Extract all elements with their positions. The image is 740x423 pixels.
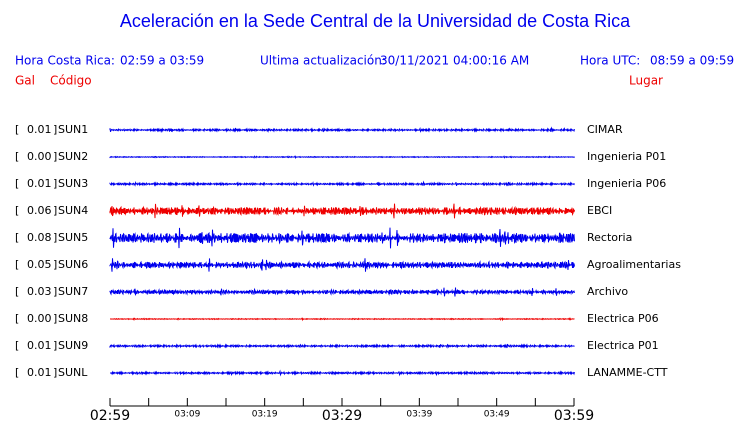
time-label: 03:59: [554, 408, 594, 423]
station-place: LANAMME-CTT: [587, 366, 668, 379]
bracket-open: [: [15, 366, 19, 379]
gal-value: 0.08: [27, 231, 52, 244]
station-place: CIMAR: [587, 123, 623, 136]
bracket-close: ]: [53, 258, 57, 271]
update-label: Ultima actualización:: [260, 54, 386, 68]
gal-value: 0.01: [27, 123, 52, 136]
bracket-open: [: [15, 312, 19, 325]
time-label: 03:19: [252, 410, 278, 420]
trace: [109, 343, 575, 349]
gal-value: 0.00: [27, 150, 52, 163]
station-code: SUN2: [58, 150, 88, 163]
time-label: 03:29: [322, 408, 362, 423]
trace: [109, 126, 575, 133]
station-code: SUN8: [58, 312, 88, 325]
gal-value: 0.06: [27, 204, 52, 217]
bracket-close: ]: [53, 177, 57, 190]
station-code: SUN9: [58, 339, 88, 352]
utc-label: Hora UTC:: [580, 54, 640, 68]
station-place: Electrica P01: [587, 339, 659, 352]
station-code: SUN7: [58, 285, 88, 298]
gal-value: 0.01: [27, 366, 52, 379]
time-label: 03:09: [174, 410, 200, 420]
trace: [109, 227, 575, 249]
bracket-open: [: [15, 123, 19, 136]
title: Aceleración en la Sede Central de la Uni…: [120, 11, 631, 31]
station-place: Archivo: [587, 285, 628, 298]
utc-range: 08:59 a 09:59: [650, 54, 734, 68]
station-place: Electrica P06: [587, 312, 659, 325]
place-heading: Lugar: [629, 74, 663, 88]
time-label: 03:39: [406, 410, 432, 420]
local-range: 02:59 a 03:59: [120, 54, 204, 68]
bracket-close: ]: [53, 204, 57, 217]
bracket-open: [: [15, 339, 19, 352]
station-code: SUN1: [58, 123, 88, 136]
station-code: SUN6: [58, 258, 88, 271]
code-heading: Código: [50, 74, 92, 88]
station-code: SUN4: [58, 204, 88, 217]
bracket-close: ]: [53, 366, 57, 379]
gal-value: 0.00: [27, 312, 52, 325]
station-code: SUN3: [58, 177, 88, 190]
time-label: 03:49: [484, 410, 510, 420]
trace: [109, 203, 575, 219]
gal-heading: Gal: [15, 74, 35, 88]
gal-value: 0.05: [27, 258, 52, 271]
gal-value: 0.03: [27, 285, 52, 298]
local-label: Hora Costa Rica:: [15, 54, 115, 68]
bracket-open: [: [15, 258, 19, 271]
bracket-close: ]: [53, 285, 57, 298]
trace: [109, 287, 575, 297]
gal-value: 0.01: [27, 339, 52, 352]
trace: [110, 369, 575, 377]
bracket-close: ]: [53, 123, 57, 136]
bracket-open: [: [15, 177, 19, 190]
trace: [109, 155, 575, 160]
bracket-open: [: [15, 285, 19, 298]
station-place: Ingenieria P06: [587, 177, 666, 190]
gal-value: 0.01: [27, 177, 52, 190]
trace: [109, 258, 575, 272]
station-code: SUN5: [58, 231, 88, 244]
bracket-open: [: [15, 150, 19, 163]
trace: [109, 180, 575, 187]
station-place: Agroalimentarias: [587, 258, 681, 271]
station-code: SUNL: [58, 366, 88, 379]
station-place: Rectoria: [587, 231, 632, 244]
station-place: EBCI: [587, 204, 612, 217]
trace: [110, 317, 575, 322]
station-place: Ingenieria P01: [587, 150, 666, 163]
bracket-close: ]: [53, 339, 57, 352]
update-value: 30/11/2021 04:00:16 AM: [380, 54, 529, 68]
bracket-close: ]: [53, 312, 57, 325]
bracket-close: ]: [53, 150, 57, 163]
bracket-open: [: [15, 204, 19, 217]
bracket-open: [: [15, 231, 19, 244]
time-label: 02:59: [90, 408, 130, 423]
bracket-close: ]: [53, 231, 57, 244]
